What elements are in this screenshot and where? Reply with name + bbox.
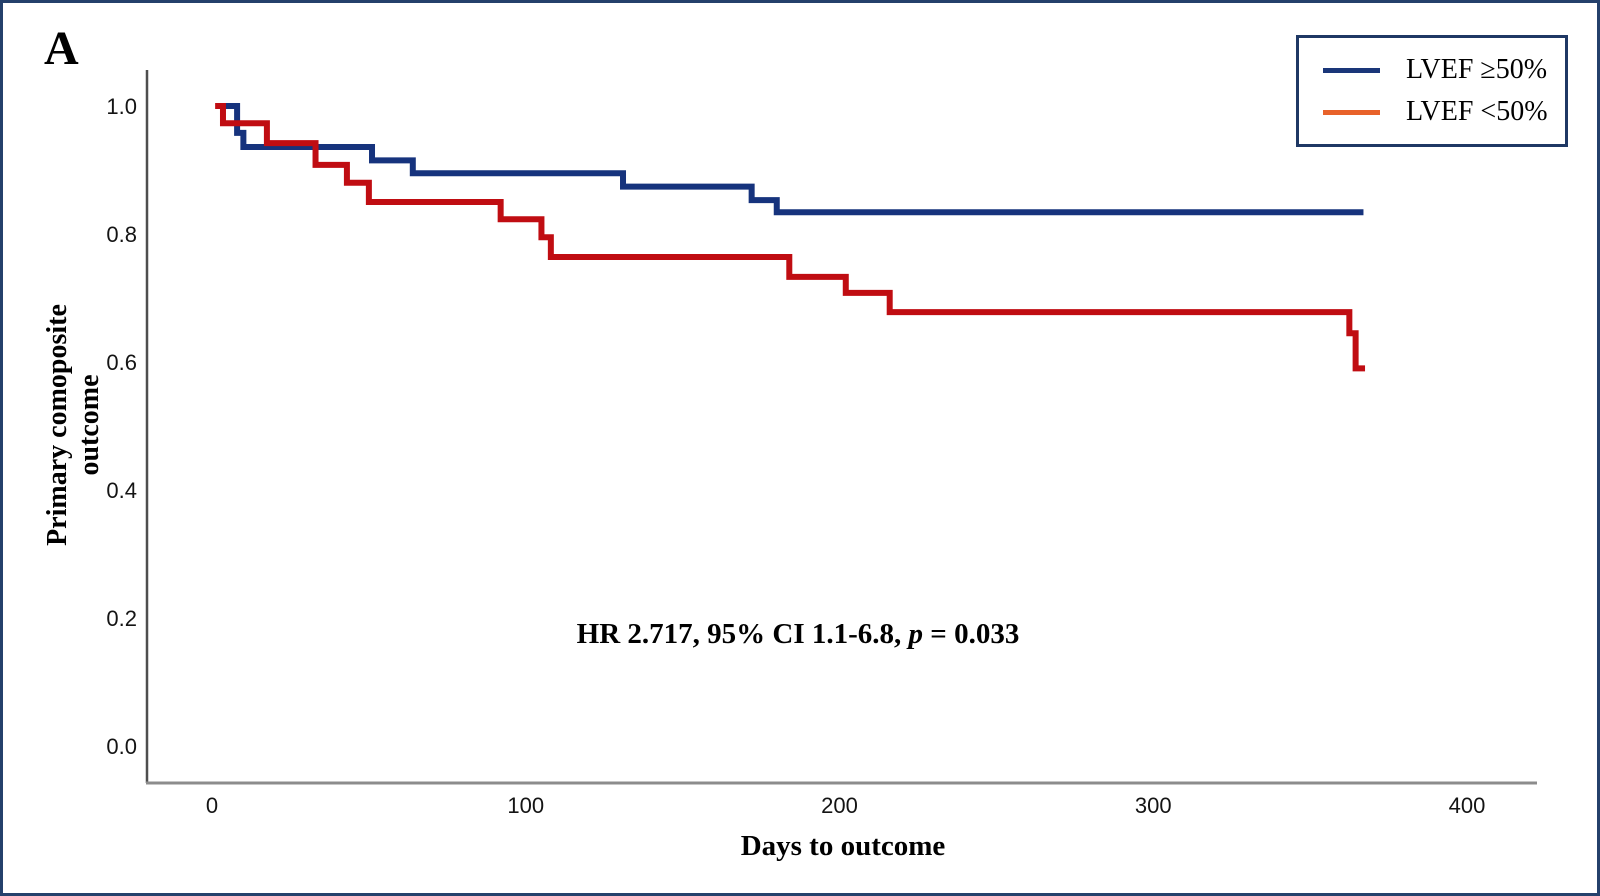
x-tick-label: 0 [206, 793, 218, 818]
y-tick-label: 0.6 [106, 350, 137, 375]
legend-box: LVEF ≥50% LVEF <50% [1296, 35, 1568, 147]
legend-item-lvef-lt50: LVEF <50% [1323, 96, 1565, 128]
km-chart-canvas: 0 100 200 300 400 0.0 0.2 0.4 0.6 0.8 1.0 [106, 70, 1537, 818]
y-tick-label: 0.8 [106, 222, 137, 247]
y-tick-label: 0.2 [106, 606, 137, 631]
x-tick-label: 400 [1449, 793, 1486, 818]
legend-label-lvef-lt50: LVEF <50% [1406, 96, 1548, 127]
km-curve-lvef-lt50 [215, 103, 1366, 372]
hazard-ratio-annotation: HR 2.717, 95% CI 1.1-6.8, p = 0.033 [533, 618, 1063, 651]
y-tick-label: 0.4 [106, 478, 137, 503]
x-axis-title: Days to outcome [740, 830, 946, 862]
y-axis-title: Primary comoposite outcome [42, 304, 105, 546]
legend-label-lvef-ge50: LVEF ≥50% [1406, 54, 1548, 85]
x-tick-label: 100 [507, 793, 544, 818]
legend-item-lvef-ge50: LVEF ≥50% [1323, 54, 1565, 86]
y-tick-label: 0.0 [106, 734, 137, 759]
legend-line-lvef-ge50 [1323, 67, 1380, 73]
km-curve-lvef-ge50 [224, 103, 1364, 216]
x-tick-label: 200 [821, 793, 858, 818]
annotation-prefix: HR 2.717, 95% CI 1.1-6.8, [576, 618, 909, 650]
legend-line-lvef-lt50 [1323, 109, 1380, 115]
panel-label: A [44, 22, 79, 75]
y-tick-label: 1.0 [106, 94, 137, 119]
x-tick-label: 300 [1135, 793, 1172, 818]
annotation-suffix: = 0.033 [923, 618, 1020, 650]
annotation-p-symbol: p [908, 618, 924, 650]
